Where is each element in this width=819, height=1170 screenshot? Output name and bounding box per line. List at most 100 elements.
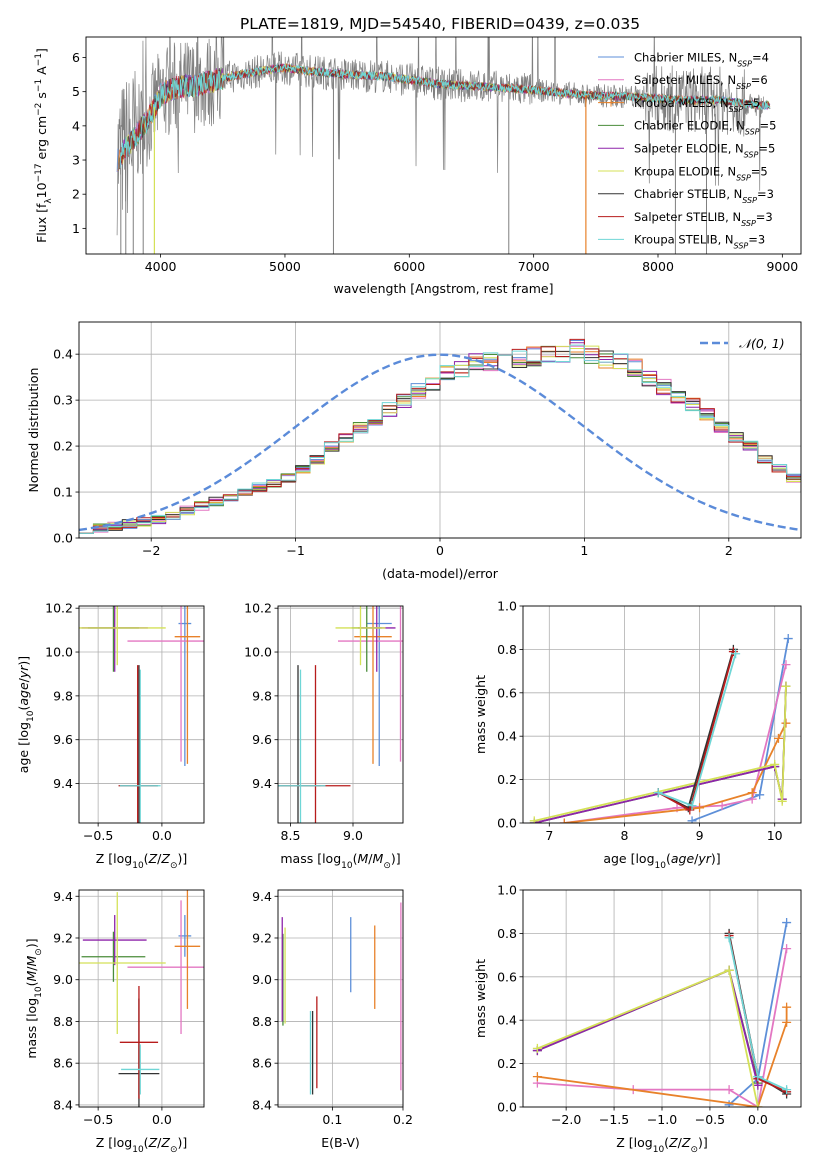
- x-axis-label: Z [log10(Z/Z⊙)]: [96, 1135, 188, 1155]
- y-axis-label: Flux [fλ10−17 erg cm−2 s−1 A−1]: [34, 48, 54, 243]
- legend-label: 𝒩(0, 1): [739, 336, 785, 351]
- x-tick-label: −2: [142, 543, 160, 558]
- data-point-marker: [653, 788, 663, 798]
- axes-frame: [85, 36, 802, 255]
- data-point-marker: [782, 1085, 792, 1095]
- legend-label: Salpeter MILES, NSSP=6: [634, 73, 768, 91]
- legend-label: Salpeter ELODIE, NSSP=5: [634, 142, 775, 160]
- x-tick-label: 0.2: [393, 1112, 413, 1127]
- axes-massweight-vs-Z: −2.0 −1.5 −1.0 −0.5 0.0 0.0 0.2 0.4 0.6 0.8 1.0 Z […: [473, 883, 802, 1155]
- y-tick-label: 9.4: [252, 889, 272, 904]
- plot-area-age-vs-Z: [79, 606, 204, 823]
- legend-label: Chabrier ELODIE, NSSP=5: [634, 119, 776, 137]
- y-tick-label: 8.6: [252, 1056, 272, 1071]
- legend-label: Chabrier MILES, NSSP=4: [634, 50, 769, 68]
- y-tick-label: 0.4: [497, 1013, 517, 1028]
- y-tick-label: 0.6: [497, 969, 517, 984]
- data-point-marker: [687, 816, 697, 823]
- data-point-marker: [728, 647, 738, 657]
- data-point-marker: [685, 805, 695, 815]
- y-tick-label: 0.1: [53, 485, 73, 500]
- x-tick-label: 7: [545, 828, 553, 843]
- x-tick-label: −1.0: [647, 1112, 677, 1127]
- histogram-steps: [79, 345, 801, 538]
- data-point-marker: [747, 788, 757, 798]
- x-tick-label: 0.1: [322, 1112, 342, 1127]
- axes-frame: [78, 321, 802, 539]
- x-axis-label: age [log10(age/yr)]: [603, 851, 720, 871]
- x-tick-label: 9000: [766, 259, 798, 274]
- y-tick-label: 0.4: [53, 347, 73, 362]
- y-tick-label: 9.2: [53, 930, 73, 945]
- model-spectrum-line: [119, 63, 771, 169]
- axes-frame: [522, 605, 802, 824]
- axes-massweight-vs-age: 7 8 9 10 0.0 0.2 0.4 0.6 0.8 1.0 age [log10(age/yr…: [473, 599, 802, 871]
- x-tick-label: 8.5: [281, 828, 301, 843]
- axes-frame: [522, 889, 802, 1108]
- x-tick-label: 9.0: [343, 828, 363, 843]
- series-line: [534, 686, 787, 823]
- y-tick-label: 2: [72, 187, 80, 202]
- x-axis-label: E(B-V): [321, 1135, 360, 1150]
- x-axis-label: wavelength [Angstrom, rest frame]: [333, 281, 553, 296]
- y-tick-label: 10.2: [45, 601, 73, 616]
- x-tick-label: 8: [620, 828, 628, 843]
- x-axis-label: mass [log10(M/M⊙)]: [280, 851, 400, 871]
- y-tick-label: 9.8: [252, 688, 272, 703]
- series-line: [537, 1007, 788, 1107]
- y-tick-label: 0.2: [497, 772, 517, 787]
- data-point-marker: [782, 1017, 792, 1027]
- y-tick-label: 9.6: [53, 732, 73, 747]
- y-axis-label: mass weight: [473, 675, 488, 754]
- series-line: [657, 651, 735, 812]
- y-tick-label: 0.8: [497, 926, 517, 941]
- normal-distribution-curve: [79, 353, 801, 532]
- x-tick-label: −0.5: [83, 1112, 113, 1127]
- data-point-marker: [724, 965, 734, 975]
- data-point-marker: [529, 816, 539, 823]
- series-line: [534, 686, 787, 823]
- legend-marker: [607, 98, 615, 107]
- data-point-marker: [783, 634, 793, 644]
- data-point-marker: [781, 681, 791, 691]
- data-point-marker: [753, 1072, 763, 1082]
- y-tick-label: 0.0: [497, 816, 517, 831]
- data-point-marker: [782, 1002, 792, 1012]
- x-tick-label: 10: [767, 828, 783, 843]
- data-point-marker: [781, 660, 791, 670]
- y-axis-label: mass weight: [473, 959, 488, 1038]
- y-tick-label: 0.0: [497, 1100, 517, 1115]
- y-tick-label: 0.0: [53, 531, 73, 546]
- axes-age-vs-mass: 8.5 9.0 9.4 9.6 9.8 10.0 10.2 mass [log10(M/M⊙)…: [244, 601, 404, 871]
- data-point-marker: [753, 1102, 763, 1107]
- x-tick-label: −1.5: [599, 1112, 629, 1127]
- y-tick-label: 1: [72, 221, 80, 236]
- legend-spectrum: Chabrier MILES, NSSP=4 Salpeter MILES, NS…: [598, 50, 776, 250]
- x-tick-label: −1: [286, 543, 304, 558]
- series-line: [691, 638, 790, 822]
- y-tick-label: 8.8: [252, 1014, 272, 1029]
- plot-area-spectrum: [116, 37, 771, 254]
- data-point-marker: [687, 801, 697, 811]
- series-line: [657, 649, 735, 810]
- figure-title: PLATE=1819, MJD=54540, FIBERID=0439, z=0…: [240, 15, 640, 33]
- x-axis-label: (data-model)/error: [382, 566, 499, 581]
- data-point-marker: [559, 818, 569, 823]
- y-tick-label: 1.0: [497, 599, 517, 614]
- x-tick-label: 9: [696, 828, 704, 843]
- y-tick-label: 9.4: [252, 776, 272, 791]
- y-tick-label: 10.2: [244, 601, 272, 616]
- plot-area-mass-vs-EBV: [281, 902, 402, 1095]
- legend-label: Kroupa STELIB, NSSP=3: [634, 233, 765, 251]
- data-point-marker: [731, 649, 741, 659]
- data-point-marker: [695, 803, 705, 813]
- grid-age-vs-mass: [278, 606, 403, 823]
- data-point-marker: [717, 801, 727, 811]
- y-tick-label: 5: [72, 84, 80, 99]
- legend-label: Salpeter STELIB, NSSP=3: [634, 210, 773, 228]
- y-tick-label: 9.6: [252, 732, 272, 747]
- histogram-steps: [79, 344, 801, 538]
- x-tick-label: 0: [436, 543, 444, 558]
- y-tick-label: 4: [72, 118, 80, 133]
- y-axis-label: mass [log10(M/M⊙)]: [24, 938, 44, 1058]
